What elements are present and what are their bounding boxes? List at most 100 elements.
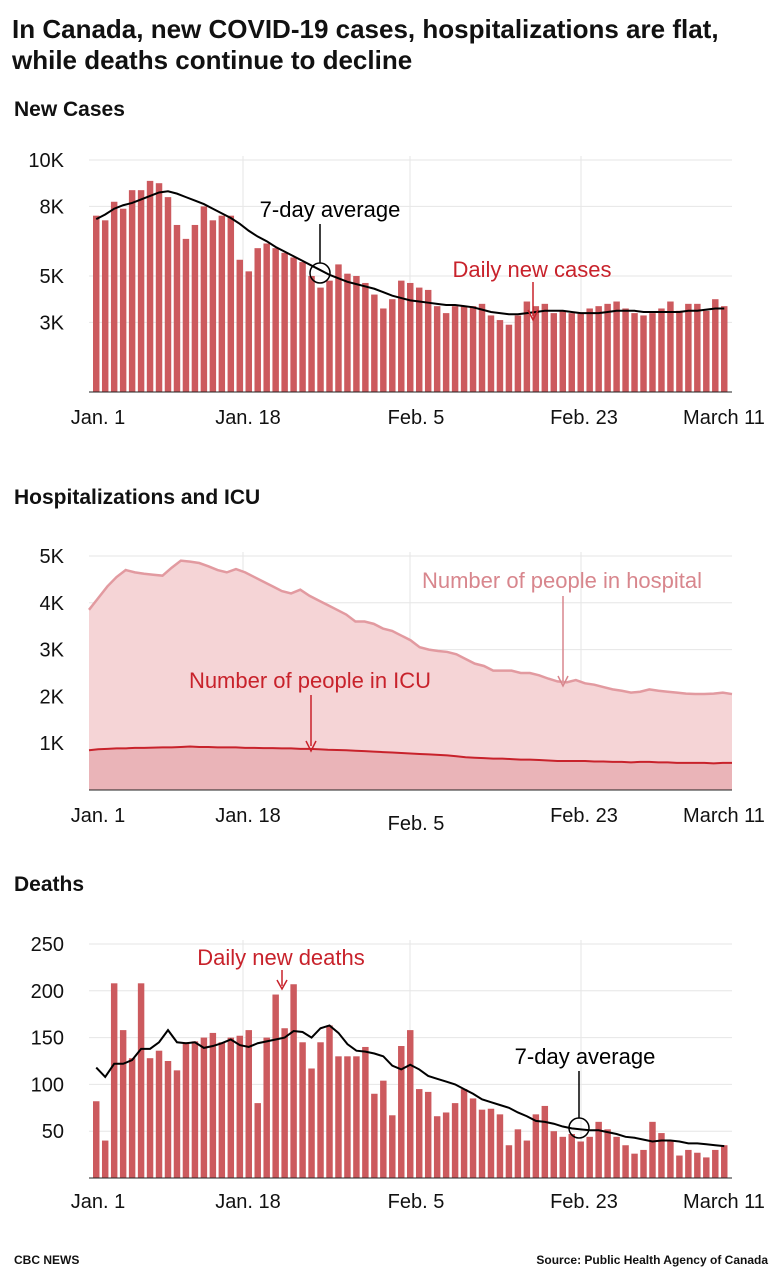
daily-bar — [514, 315, 522, 392]
y-tick-label: 50 — [42, 1121, 64, 1143]
daily-bar — [496, 1114, 504, 1178]
footer-source: Source: Public Health Agency of Canada — [536, 1253, 768, 1267]
x-tick-label: Jan. 18 — [215, 1191, 281, 1213]
icu-annotation: Number of people in ICU — [189, 668, 431, 693]
daily-bar — [110, 983, 118, 1178]
cases-chart-title: New Cases — [14, 98, 125, 121]
daily-bar — [137, 983, 145, 1178]
daily-bar — [640, 315, 647, 392]
daily-bar — [209, 1032, 217, 1178]
daily-bar — [685, 1149, 692, 1178]
daily-bar — [245, 1030, 252, 1178]
daily-bar — [389, 1115, 396, 1178]
daily-bar — [155, 183, 163, 392]
daily-bar — [317, 287, 324, 392]
daily-bar — [550, 313, 558, 392]
daily-bar — [577, 1141, 584, 1178]
seven-day-average-line — [95, 190, 725, 316]
icu-line — [88, 745, 732, 765]
x-tick-label: Feb. 5 — [388, 1191, 445, 1213]
daily-bar — [227, 1037, 235, 1178]
daily-bar — [263, 1037, 270, 1178]
y-tick-label: 4K — [40, 593, 65, 615]
daily-bar — [308, 276, 315, 392]
daily-bar — [173, 224, 181, 392]
hospital-chart-title: Hospitalizations and ICU — [14, 486, 261, 509]
daily-bar — [281, 252, 288, 392]
daily-bar — [496, 320, 504, 392]
daily-bar — [407, 1030, 414, 1178]
daily-bar — [191, 224, 199, 392]
daily-bar — [317, 1042, 324, 1178]
daily-bar — [433, 306, 441, 392]
daily-bar — [200, 206, 208, 392]
daily-bar — [290, 984, 297, 1178]
y-tick-label: 250 — [31, 934, 64, 956]
daily-bar — [676, 310, 683, 392]
daily-bar — [703, 1157, 710, 1178]
daily-bar — [469, 306, 477, 392]
daily-bar — [415, 1089, 423, 1178]
deaths-average-annotation: 7-day average — [515, 1044, 656, 1069]
daily-bar — [227, 215, 235, 392]
daily-bar — [658, 308, 665, 392]
daily-bar — [478, 303, 486, 392]
y-tick-label: 200 — [31, 981, 64, 1003]
daily-bar — [469, 1098, 477, 1178]
daily-bar — [604, 303, 611, 392]
hospital-annotation: Number of people in hospital — [422, 568, 702, 593]
deaths-average-highlight-circle — [568, 1117, 590, 1139]
daily-bar — [694, 1152, 701, 1178]
daily-bar — [568, 1134, 575, 1178]
arrow-head-icon — [527, 309, 539, 322]
y-tick-label: 5K — [40, 546, 65, 568]
arrow-head-icon — [276, 979, 288, 991]
y-tick-label: 100 — [31, 1074, 64, 1096]
x-tick-label: March 11 — [683, 1191, 765, 1213]
x-tick-label: Feb. 5 — [388, 813, 445, 835]
daily-bar — [93, 1101, 100, 1178]
daily-bar — [218, 215, 226, 392]
daily-bar — [667, 1140, 674, 1178]
daily-bar — [694, 303, 701, 392]
x-tick-label: Feb. 23 — [550, 805, 618, 827]
daily-bar — [209, 220, 217, 392]
daily-bar — [523, 301, 531, 392]
daily-bar — [559, 310, 566, 392]
daily-bar — [568, 313, 575, 392]
daily-bar — [631, 313, 638, 392]
daily-bar — [577, 313, 584, 392]
arrow-head-icon — [557, 675, 569, 688]
daily-bar — [371, 1093, 378, 1178]
daily-bar — [353, 1056, 360, 1178]
daily-bar — [173, 1070, 181, 1178]
x-tick-label: Feb. 23 — [550, 407, 618, 429]
daily-bar — [263, 243, 270, 392]
daily-bar — [380, 1080, 387, 1178]
daily-bar — [442, 1112, 450, 1178]
daily-bar — [146, 180, 154, 392]
seven-day-average-line — [95, 1024, 725, 1148]
daily-bar — [613, 1136, 620, 1178]
daily-bar — [236, 259, 244, 392]
y-tick-label: 8K — [40, 196, 65, 218]
hospitalizations-chart: 1K 2K 3K 4K 5K Jan. 1 Jan. 18 Feb. 5 Feb. 23 Marc… — [40, 546, 765, 835]
x-tick-label: Jan. 1 — [71, 407, 125, 429]
daily-bar — [326, 280, 333, 392]
daily-bar — [101, 220, 109, 392]
daily-bar — [326, 1025, 333, 1178]
daily-bar — [424, 1091, 432, 1178]
icu-area — [89, 746, 732, 790]
daily-bar — [424, 289, 432, 392]
daily-bar — [586, 1136, 593, 1178]
daily-bar — [595, 1121, 602, 1178]
daily-bar — [604, 1129, 611, 1178]
daily-bar — [703, 310, 710, 392]
y-tick-label: 150 — [31, 1028, 64, 1050]
x-tick-label: Jan. 18 — [215, 407, 281, 429]
deaths-chart: 50 100 150 200 250 Jan. 1 Jan. 18 Feb. 5 Feb. 23… — [31, 934, 765, 1213]
daily-bar — [299, 262, 306, 392]
daily-bar — [712, 1149, 719, 1178]
daily-bar — [344, 1056, 351, 1178]
daily-bar — [119, 1030, 127, 1178]
